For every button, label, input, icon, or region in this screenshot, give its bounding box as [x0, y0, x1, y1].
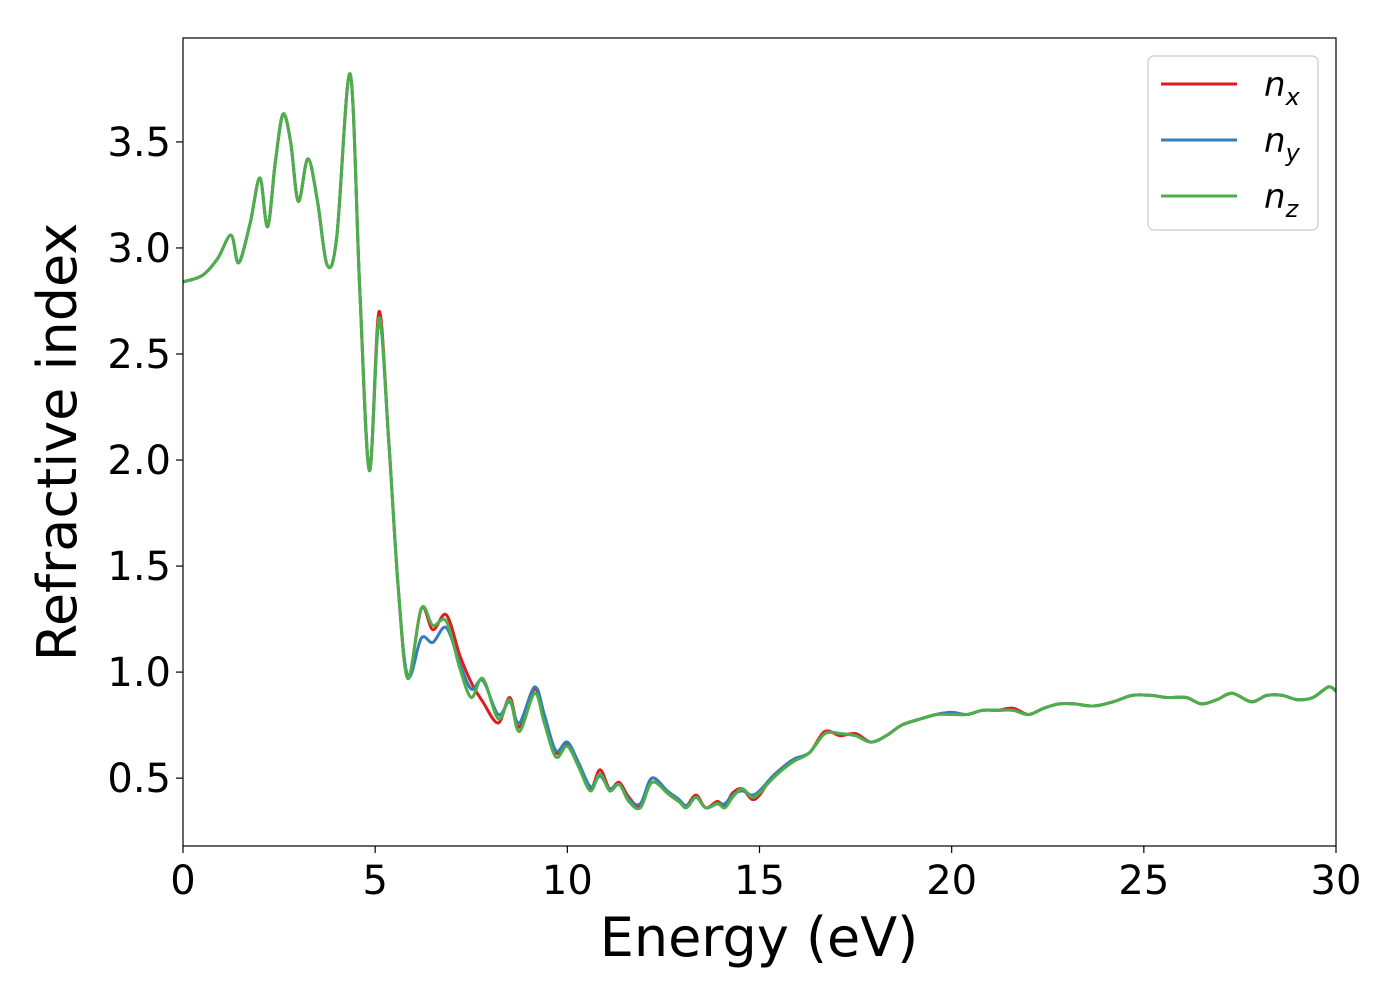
series-line-z	[183, 72, 1336, 811]
legend: nx ny nz	[1147, 55, 1319, 231]
x-axis: 0 5 10 15 20 25 30	[170, 846, 1361, 904]
legend-label-z: nz	[1264, 177, 1300, 223]
y-tick-label: 2.5	[107, 332, 171, 378]
x-axis-title: Energy (eV)	[600, 906, 919, 969]
x-tick-label: 20	[926, 858, 977, 904]
x-tick-label: 0	[170, 858, 195, 904]
y-tick-label: 1.5	[107, 544, 171, 590]
legend-label-x: nx	[1264, 65, 1301, 111]
y-tick-label: 1.0	[107, 650, 171, 696]
y-tick-label: 3.5	[107, 120, 171, 166]
y-axis-title: Refractive index	[26, 223, 89, 662]
y-tick-label: 0.5	[107, 756, 171, 802]
x-tick-label: 10	[542, 858, 593, 904]
x-tick-label: 15	[734, 858, 785, 904]
legend-label-y: ny	[1264, 121, 1301, 167]
x-tick-label: 25	[1118, 858, 1169, 904]
series-layer	[183, 72, 1336, 811]
legend-frame	[1147, 55, 1319, 231]
y-axis: 0.5 1.0 1.5 2.0 2.5 3.0 3.5	[107, 120, 183, 802]
y-tick-label: 2.0	[107, 438, 171, 484]
x-tick-label: 5	[362, 858, 387, 904]
y-tick-label: 3.0	[107, 226, 171, 272]
x-tick-label: 30	[1311, 858, 1362, 904]
